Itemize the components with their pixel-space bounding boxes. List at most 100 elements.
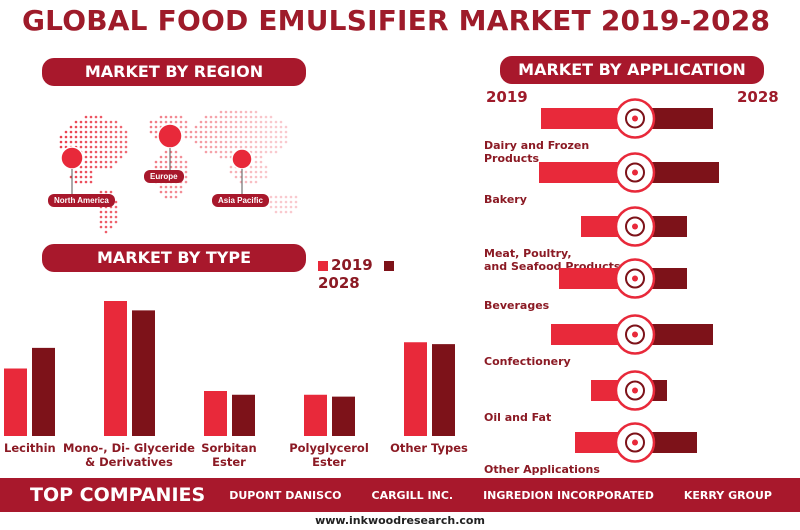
map-dot [164, 190, 168, 194]
map-dot [159, 120, 163, 124]
map-dot [249, 140, 253, 144]
map-dot [219, 120, 223, 124]
map-dot [239, 115, 243, 119]
map-dot [109, 125, 113, 129]
map-dot [284, 195, 288, 199]
map-dot [89, 140, 93, 144]
map-dot [174, 120, 178, 124]
map-dot [214, 130, 218, 134]
map-dot [84, 140, 88, 144]
map-dot [179, 160, 183, 164]
website-url[interactable]: www.inkwoodresearch.com [315, 514, 485, 527]
map-dot [114, 205, 118, 209]
map-dot [104, 120, 108, 124]
map-dot [274, 200, 278, 204]
map-dot [239, 120, 243, 124]
map-dot [64, 130, 68, 134]
map-dot [99, 210, 103, 214]
type-bar-2028 [432, 344, 455, 436]
map-dot [204, 120, 208, 124]
map-dot [254, 165, 258, 169]
map-dot [109, 140, 113, 144]
type-bar-chart: Lecithin Mono-, Di- Glyceride& Derivative… [4, 301, 468, 469]
map-dot [239, 130, 243, 134]
map-dot [109, 165, 113, 169]
map-dot [179, 165, 183, 169]
map-dot [174, 185, 178, 189]
map-dot [284, 135, 288, 139]
map-dot [224, 150, 228, 154]
map-dot [84, 180, 88, 184]
map-dot [264, 130, 268, 134]
map-dot [259, 155, 263, 159]
map-dot [99, 190, 103, 194]
map-dot [84, 125, 88, 129]
map-dot [159, 185, 163, 189]
map-dot [184, 165, 188, 169]
map-dot [89, 130, 93, 134]
map-dot [259, 140, 263, 144]
map-dot [169, 190, 173, 194]
map-dot [104, 145, 108, 149]
map-dot [154, 160, 158, 164]
map-dot [229, 140, 233, 144]
map-dot [59, 140, 63, 144]
map-dot [229, 135, 233, 139]
map-dot [209, 150, 213, 154]
map-dot [274, 125, 278, 129]
map-dot [274, 140, 278, 144]
app-category-label: Products [484, 152, 540, 165]
type-category-label: Ester [212, 455, 246, 469]
type-bar-2019 [104, 301, 127, 436]
map-dot [289, 200, 293, 204]
map-dot [154, 120, 158, 124]
label-europe: Europe [144, 170, 184, 183]
map-dot [214, 150, 218, 154]
map-dot [224, 115, 228, 119]
map-dot [169, 185, 173, 189]
map-dot [89, 170, 93, 174]
map-dot [254, 125, 258, 129]
map-dot [104, 220, 108, 224]
map-dot [84, 160, 88, 164]
type-category-label: Ester [312, 455, 346, 469]
map-dot [259, 165, 263, 169]
map-dot [124, 135, 128, 139]
map-dot [99, 140, 103, 144]
map-dot [69, 140, 73, 144]
map-dot [209, 135, 213, 139]
map-dot [99, 120, 103, 124]
map-dot [214, 125, 218, 129]
map-dot [164, 165, 168, 169]
map-dot [154, 165, 158, 169]
map-dot [89, 150, 93, 154]
map-dot [274, 205, 278, 209]
map-dot [174, 115, 178, 119]
map-dot [154, 125, 158, 129]
map-dot [234, 175, 238, 179]
map-dot [84, 155, 88, 159]
map-dot [249, 170, 253, 174]
map-dot [119, 145, 123, 149]
map-dot [79, 170, 83, 174]
company-kerry: KERRY GROUP [683, 488, 772, 502]
map-dot [104, 230, 108, 234]
bread-icon [614, 152, 656, 193]
map-dot [159, 115, 163, 119]
map-dot [214, 135, 218, 139]
map-dot [209, 145, 213, 149]
map-dot [254, 145, 258, 149]
map-dot [289, 205, 293, 209]
map-dot [109, 160, 113, 164]
map-dot [184, 160, 188, 164]
map-dot [174, 160, 178, 164]
meat-icon [614, 206, 656, 247]
map-dot [219, 125, 223, 129]
map-dot [244, 120, 248, 124]
type-category-label: Lecithin [4, 441, 56, 455]
map-dot [279, 120, 283, 124]
type-bar-2019 [204, 391, 227, 436]
map-dot [219, 135, 223, 139]
map-dot [244, 110, 248, 114]
map-dot [259, 115, 263, 119]
